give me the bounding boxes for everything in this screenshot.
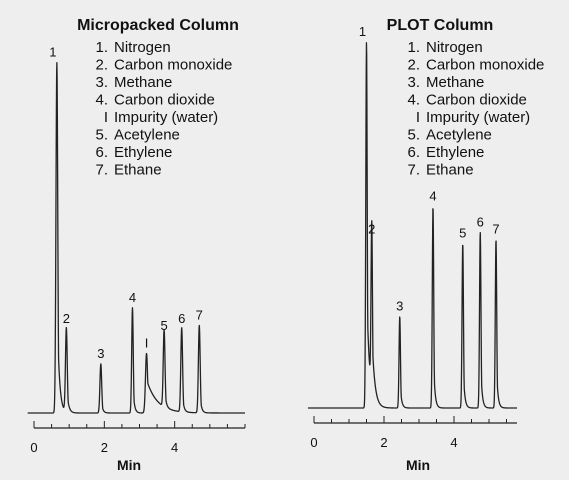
peak-label: 2 xyxy=(368,222,375,237)
legend-marker: 4. xyxy=(95,92,108,109)
micropacked-legend: 1. Nitrogen 2. Carbon monoxide 3. Methane 4. Ca… xyxy=(95,39,232,179)
peak-label: 1 xyxy=(359,24,366,39)
peak-label: 3 xyxy=(97,346,104,361)
peak-label: 4 xyxy=(429,189,436,204)
x-tick-label: 4 xyxy=(171,440,178,455)
plot-title: PLOT Column xyxy=(387,17,494,34)
x-tick-label: 4 xyxy=(450,435,457,450)
peak-label: 5 xyxy=(160,318,167,333)
legend-entry: Nitrogen xyxy=(114,39,171,56)
micropacked-trace xyxy=(27,61,246,414)
peak-label: I xyxy=(145,335,149,350)
legend-marker: 4. xyxy=(407,92,420,109)
legend-entry: Acetylene xyxy=(426,127,492,144)
legend-entry: Impurity (water) xyxy=(114,109,218,126)
legend-marker: 7. xyxy=(407,162,420,179)
plot-trace xyxy=(307,42,518,409)
legend-marker: I xyxy=(416,109,420,126)
legend-marker: I xyxy=(104,109,108,126)
legend-marker: 6. xyxy=(407,144,420,161)
legend-entry: Methane xyxy=(426,74,484,91)
plot-legend: 1. Nitrogen 2. Carbon monoxide 3. Methane 4. Ca… xyxy=(407,39,544,179)
legend-marker: 5. xyxy=(95,127,108,144)
micropacked-panel: Micropacked Column 1. Nitrogen 2. Carbon mo… xyxy=(27,17,246,473)
legend-marker: 7. xyxy=(95,162,108,179)
legend-entry: Ethane xyxy=(114,162,162,179)
legend-entry: Carbon monoxide xyxy=(114,57,232,74)
legend-entry: Carbon monoxide xyxy=(426,57,544,74)
peak-label: 6 xyxy=(477,214,484,229)
legend-entry: Carbon dioxide xyxy=(426,92,527,109)
x-tick-label: 0 xyxy=(310,435,317,450)
legend-entry: Impurity (water) xyxy=(426,109,530,126)
peak-label: 7 xyxy=(492,222,499,237)
plot-x-label: Min xyxy=(406,457,430,473)
plot-x-axis: 0 2 4 xyxy=(310,416,517,450)
micropacked-x-axis: 0 2 4 xyxy=(30,421,246,455)
legend-entry: Ethane xyxy=(426,162,474,179)
legend-marker: 3. xyxy=(407,74,420,91)
legend-marker: 2. xyxy=(407,57,420,74)
legend-marker: 2. xyxy=(95,57,108,74)
legend-entry: Nitrogen xyxy=(426,39,483,56)
peak-label: 2 xyxy=(63,311,70,326)
legend-marker: 3. xyxy=(95,74,108,91)
peak-label: 7 xyxy=(196,307,203,322)
x-tick-label: 2 xyxy=(380,435,387,450)
x-tick-label: 2 xyxy=(101,440,108,455)
peak-label: 4 xyxy=(129,290,136,305)
x-tick-label: 0 xyxy=(30,440,37,455)
legend-marker: 5. xyxy=(407,127,420,144)
legend-marker: 6. xyxy=(95,144,108,161)
peak-label: 5 xyxy=(459,225,466,240)
chromatogram-line xyxy=(307,42,518,409)
legend-marker: 1. xyxy=(407,39,420,56)
micropacked-x-label: Min xyxy=(117,457,141,473)
legend-entry: Methane xyxy=(114,74,172,91)
plot-peak-labels: 1 2 3 4 56 7 xyxy=(359,24,500,314)
peak-label: 1 xyxy=(49,44,56,59)
legend-entry: Ethylene xyxy=(426,144,484,161)
legend-entry: Carbon dioxide xyxy=(114,92,215,109)
legend-entry: Acetylene xyxy=(114,127,180,144)
micropacked-title: Micropacked Column xyxy=(77,17,239,34)
peak-label: 3 xyxy=(396,299,403,314)
legend-marker: 1. xyxy=(95,39,108,56)
legend-entry: Ethylene xyxy=(114,144,172,161)
peak-label: 6 xyxy=(178,311,185,326)
chromatogram-line xyxy=(27,61,246,414)
plot-panel: PLOT Column 1. Nitrogen 2. Carbon monoxide 3… xyxy=(307,17,544,473)
